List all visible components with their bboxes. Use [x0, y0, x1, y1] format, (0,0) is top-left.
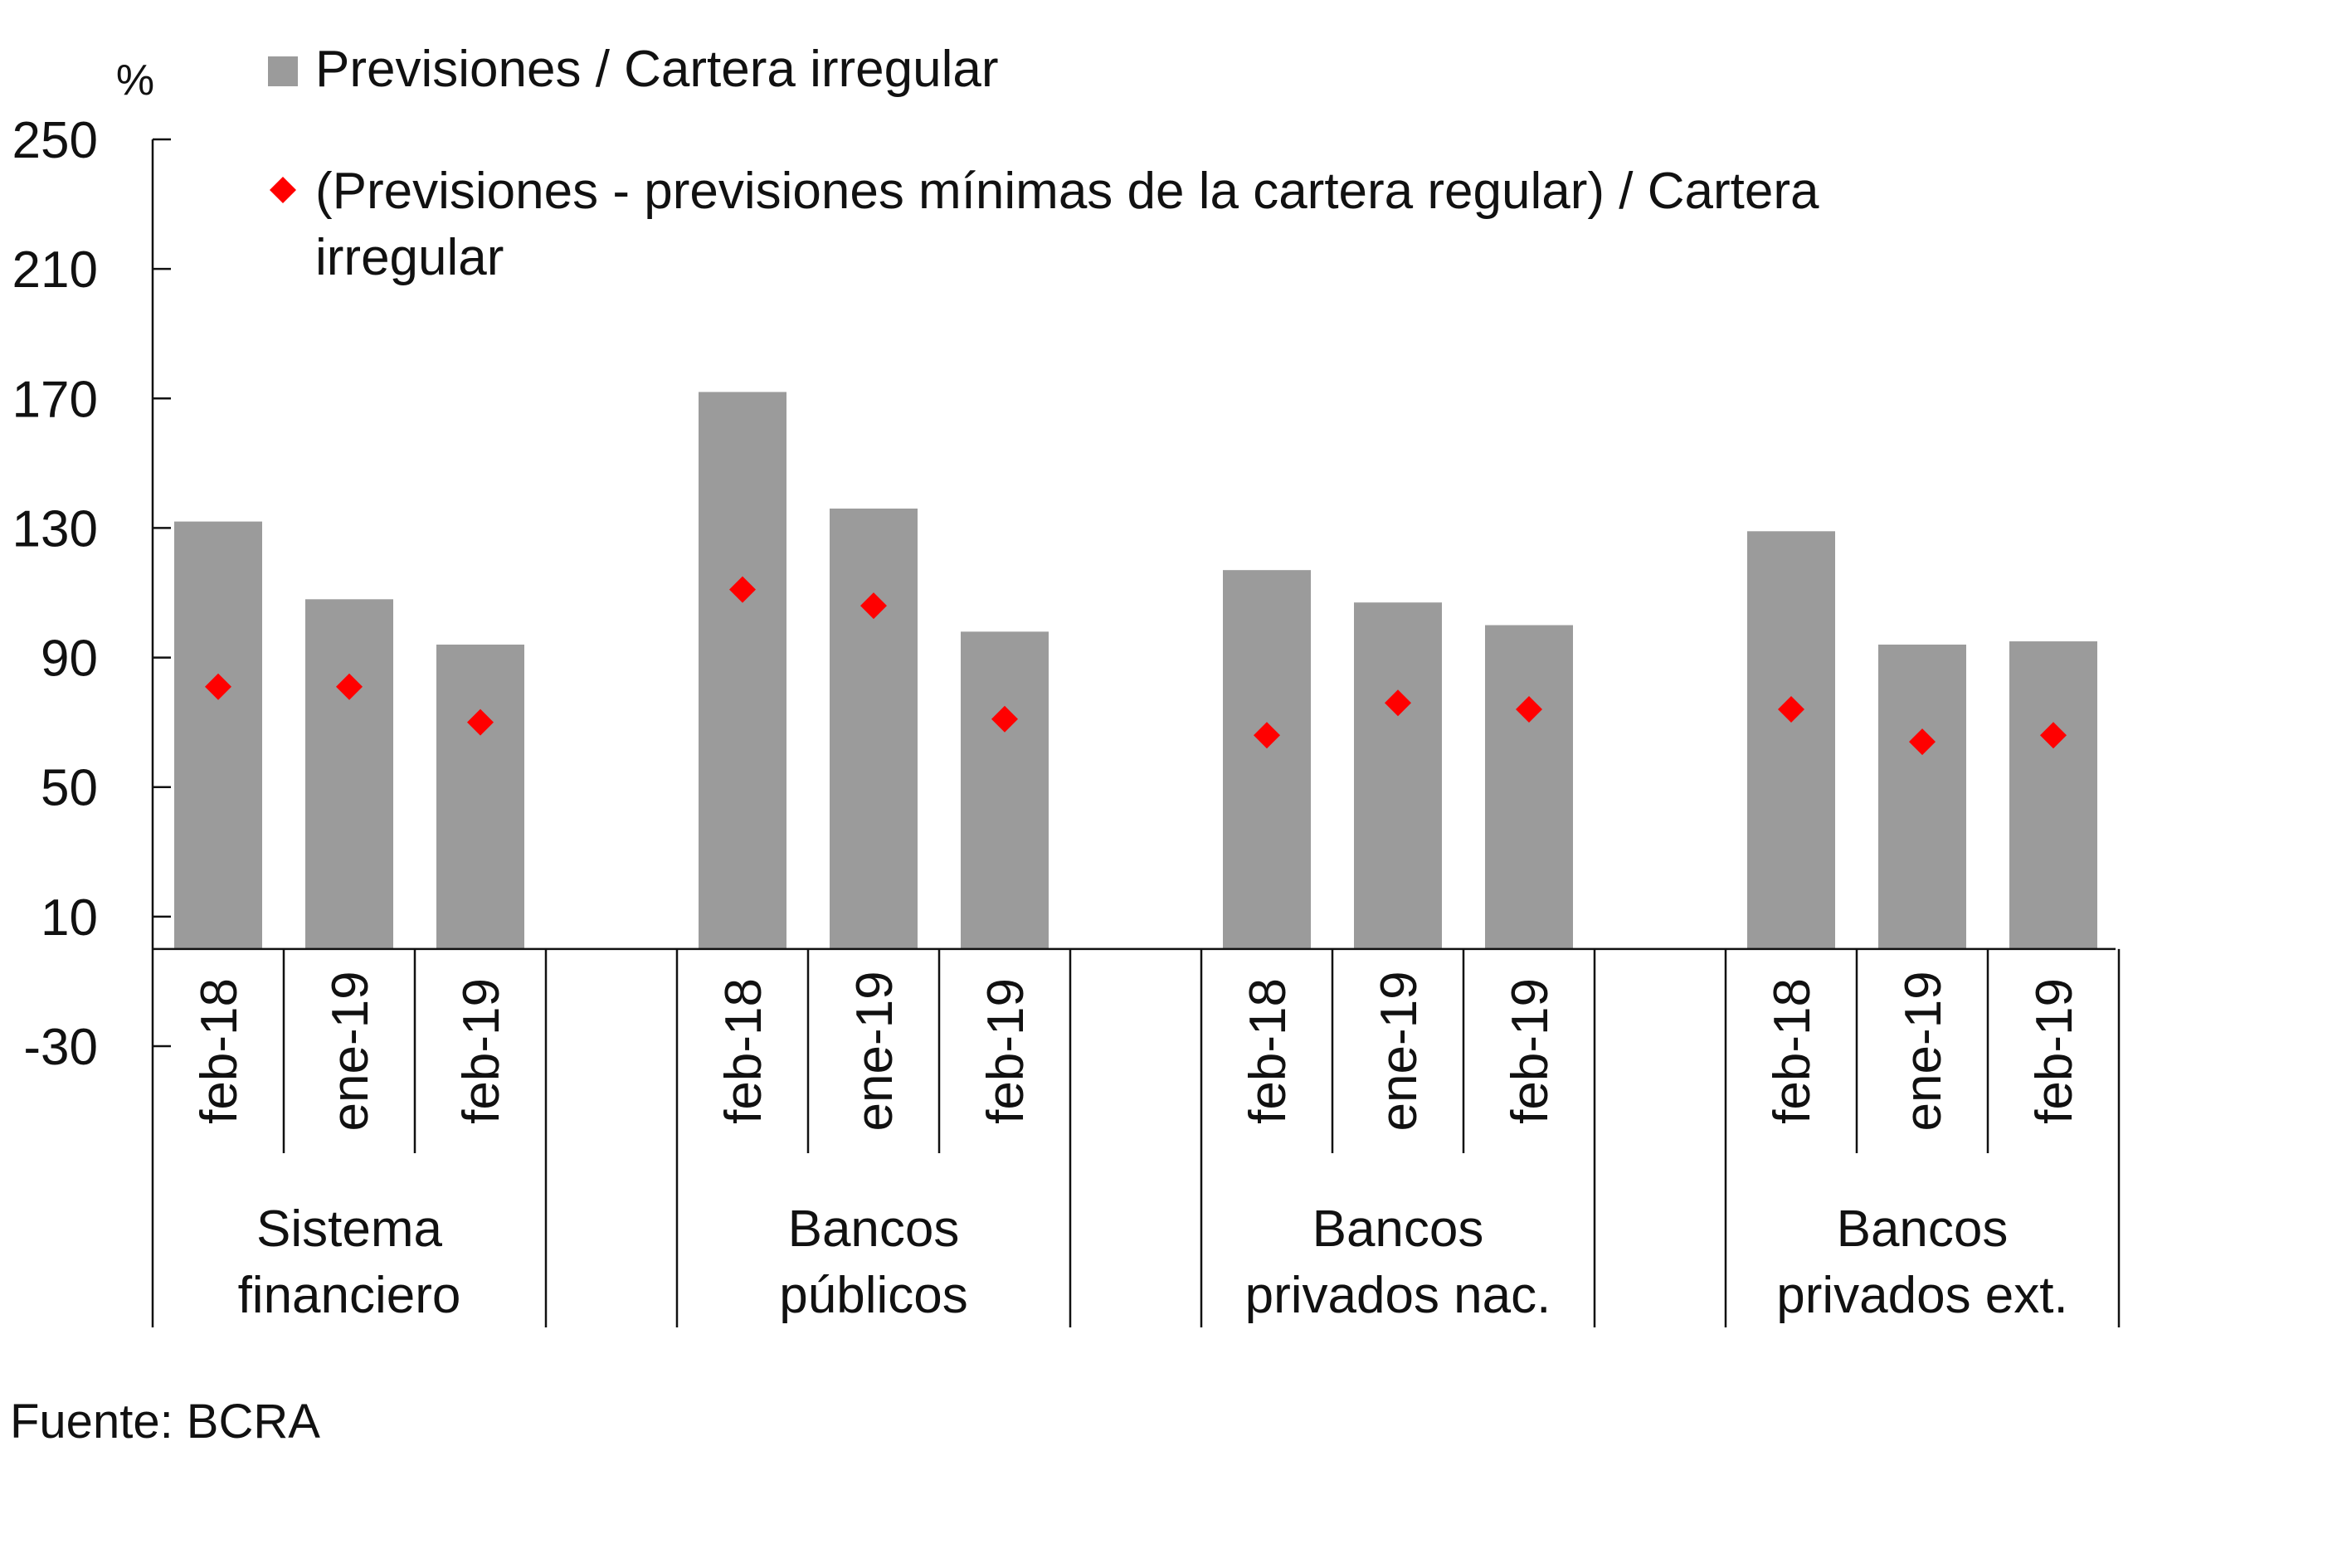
group-label: privados nac. [1245, 1267, 1551, 1324]
diamond-marker [1385, 689, 1411, 717]
markers [205, 576, 2067, 756]
group-label: públicos [779, 1267, 967, 1324]
y-axis: -30 10 50 90 130 170 210 250 [12, 112, 171, 1327]
diamond-marker [1778, 696, 1804, 723]
diamond-marker [205, 673, 231, 700]
bar [830, 509, 918, 949]
diamond-marker [1254, 722, 1280, 749]
y-tick-label: 10 [41, 889, 98, 947]
bar [305, 599, 393, 949]
diamond-marker [1516, 696, 1542, 723]
diamond-marker [1909, 728, 1936, 756]
diamond-marker [2040, 722, 2067, 749]
x-category-label: feb-19 [453, 978, 510, 1124]
group-label: privados ext. [1776, 1267, 2068, 1324]
bar [2009, 641, 2097, 949]
bar [1223, 570, 1311, 949]
x-category-label: feb-18 [1764, 978, 1821, 1124]
y-tick-label: -30 [23, 1019, 98, 1076]
diamond-marker [860, 592, 887, 620]
legend-bar-swatch [268, 56, 298, 86]
group-label: Sistema [256, 1200, 442, 1258]
legend-label: Previsiones / Cartera irregular [315, 41, 999, 98]
bars [174, 392, 2097, 949]
group-label: Bancos [1312, 1200, 1484, 1258]
x-category-label: feb-19 [977, 978, 1035, 1124]
bar [1354, 602, 1442, 949]
group-label: Bancos [1837, 1200, 2009, 1258]
x-category-label: feb-19 [1502, 978, 1559, 1124]
legend-label: irregular [315, 229, 504, 286]
bar [1878, 644, 1966, 949]
bar [174, 521, 262, 949]
bar [699, 392, 786, 949]
y-tick-label: 90 [41, 631, 98, 688]
group-label: financiero [238, 1267, 461, 1324]
bar [1485, 625, 1573, 949]
diamond-marker [336, 673, 363, 700]
y-tick-label: 130 [12, 500, 98, 558]
x-category-label: ene-19 [322, 971, 379, 1131]
diamond-marker [467, 709, 494, 736]
legend: Previsiones / Cartera irregular (Previsio… [268, 41, 1819, 286]
y-tick-label: 50 [41, 760, 98, 817]
x-category-label: feb-19 [2026, 978, 2083, 1124]
x-category-label: ene-19 [1895, 971, 1952, 1131]
x-category-label: feb-18 [715, 978, 772, 1124]
x-axis: feb-18 ene-19 feb-19 Sistema financiero feb-1… [153, 947, 2121, 1327]
x-category-label: ene-19 [1371, 971, 1428, 1131]
source-note: Fuente: BCRA [10, 1395, 320, 1449]
bar [1747, 531, 1835, 949]
bar [961, 631, 1049, 949]
y-tick-label: 250 [12, 112, 98, 169]
legend-label: (Previsiones - previsiones mínimas de la… [315, 163, 1819, 220]
bar [436, 644, 524, 949]
y-unit-label: % [116, 56, 154, 105]
x-category-label: feb-18 [1239, 978, 1297, 1124]
y-tick-label: 210 [12, 241, 98, 299]
diamond-marker [729, 576, 756, 603]
legend-diamond-swatch [270, 177, 296, 203]
x-category-label: feb-18 [191, 978, 248, 1124]
group-label: Bancos [788, 1200, 960, 1258]
x-category-label: ene-19 [846, 971, 903, 1131]
diamond-marker [991, 705, 1018, 733]
y-tick-label: 170 [12, 371, 98, 428]
